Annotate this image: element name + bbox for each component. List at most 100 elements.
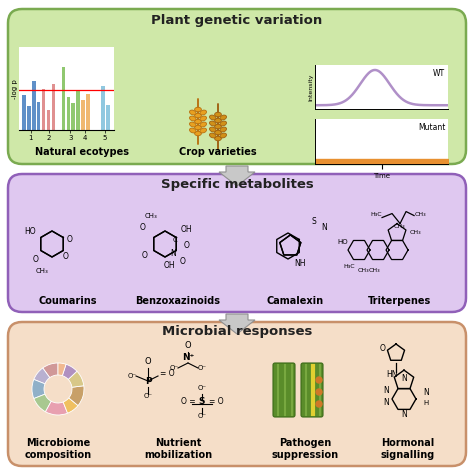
Bar (27, 107, 31, 130)
Bar (101, 86, 105, 130)
Circle shape (316, 377, 322, 383)
Ellipse shape (200, 116, 207, 121)
Text: O: O (185, 341, 191, 350)
Ellipse shape (210, 127, 216, 132)
Text: Specific metabolites: Specific metabolites (161, 178, 313, 191)
Bar (47, 109, 50, 130)
Text: S: S (311, 217, 316, 226)
Ellipse shape (195, 119, 201, 124)
Bar (76, 91, 80, 130)
Wedge shape (69, 386, 84, 406)
Ellipse shape (195, 125, 201, 130)
Ellipse shape (220, 115, 227, 120)
Ellipse shape (210, 121, 216, 126)
Ellipse shape (215, 130, 221, 135)
Bar (62, 66, 65, 130)
Bar (72, 103, 75, 130)
Circle shape (316, 401, 322, 407)
Text: CH₃: CH₃ (145, 213, 157, 219)
FancyBboxPatch shape (273, 363, 295, 417)
FancyBboxPatch shape (8, 174, 466, 312)
Text: CH₃: CH₃ (409, 230, 421, 235)
Wedge shape (34, 394, 51, 412)
FancyBboxPatch shape (8, 322, 466, 466)
Text: O: O (184, 241, 190, 250)
Text: CH₃: CH₃ (393, 224, 405, 229)
Text: = O: = O (160, 369, 174, 378)
Text: Camalexin: Camalexin (266, 296, 324, 306)
Text: O⁻: O⁻ (169, 365, 179, 371)
Ellipse shape (190, 116, 196, 121)
Text: N: N (401, 410, 407, 419)
Text: HO: HO (24, 227, 36, 236)
Text: CH₃: CH₃ (36, 268, 48, 274)
Text: Triterpenes: Triterpenes (368, 296, 432, 306)
Ellipse shape (200, 122, 207, 127)
Wedge shape (58, 363, 66, 376)
Ellipse shape (220, 133, 227, 138)
Bar (106, 105, 109, 130)
Text: O: O (63, 252, 69, 261)
Text: Coumarins: Coumarins (39, 296, 97, 306)
Ellipse shape (215, 124, 221, 129)
Bar (42, 89, 46, 130)
Text: = O: = O (209, 397, 223, 406)
Text: Pathogen
suppression: Pathogen suppression (272, 438, 338, 460)
Ellipse shape (200, 128, 207, 133)
Text: O⁻: O⁻ (128, 373, 137, 379)
Text: Mutant lines: Mutant lines (348, 147, 418, 157)
Text: O: O (380, 344, 386, 353)
Text: N: N (321, 223, 327, 232)
Text: C: C (173, 237, 177, 243)
Text: P: P (145, 377, 151, 386)
Text: H₃C: H₃C (343, 264, 355, 269)
Text: H₃C: H₃C (370, 211, 382, 217)
Text: O: O (67, 235, 73, 244)
Wedge shape (34, 368, 50, 384)
FancyArrow shape (219, 314, 255, 334)
Ellipse shape (220, 127, 227, 132)
Text: O⁻: O⁻ (198, 385, 207, 391)
Ellipse shape (200, 110, 207, 115)
Ellipse shape (215, 136, 221, 141)
Bar (22, 95, 26, 130)
Wedge shape (43, 363, 58, 378)
Text: CH₃: CH₃ (414, 211, 426, 217)
Text: O: O (145, 357, 151, 366)
Text: O: O (33, 255, 39, 264)
Text: WT: WT (433, 69, 445, 78)
Text: CH₃: CH₃ (357, 268, 369, 273)
Text: Hormonal
signalling: Hormonal signalling (381, 438, 435, 460)
Text: N: N (401, 374, 407, 383)
Bar (82, 100, 85, 130)
Ellipse shape (190, 128, 196, 133)
Ellipse shape (195, 107, 201, 112)
Ellipse shape (195, 131, 201, 136)
FancyBboxPatch shape (301, 363, 323, 417)
Wedge shape (32, 379, 45, 399)
Text: O: O (180, 257, 186, 266)
Bar (66, 97, 70, 130)
Text: O⁻: O⁻ (198, 413, 207, 419)
Text: Plant genetic variation: Plant genetic variation (151, 14, 323, 27)
Text: O =: O = (181, 397, 195, 406)
Text: Benzoxazinoids: Benzoxazinoids (136, 296, 220, 306)
Text: Crop varieties: Crop varieties (179, 147, 257, 157)
Bar (32, 81, 36, 130)
Text: Microbial responses: Microbial responses (162, 325, 312, 338)
Ellipse shape (190, 110, 196, 115)
Text: Natural ecotypes: Natural ecotypes (35, 147, 129, 157)
Ellipse shape (215, 112, 221, 117)
Circle shape (316, 389, 322, 395)
Bar (86, 94, 90, 130)
Bar (52, 84, 55, 130)
Bar (37, 101, 40, 130)
Text: HO: HO (337, 239, 348, 245)
Text: O⁻: O⁻ (144, 393, 153, 399)
Y-axis label: -log p: -log p (11, 79, 18, 99)
FancyArrow shape (219, 166, 255, 186)
Text: CH₃: CH₃ (368, 268, 380, 273)
Text: HN: HN (386, 370, 398, 379)
Wedge shape (62, 365, 77, 379)
Ellipse shape (220, 121, 227, 126)
